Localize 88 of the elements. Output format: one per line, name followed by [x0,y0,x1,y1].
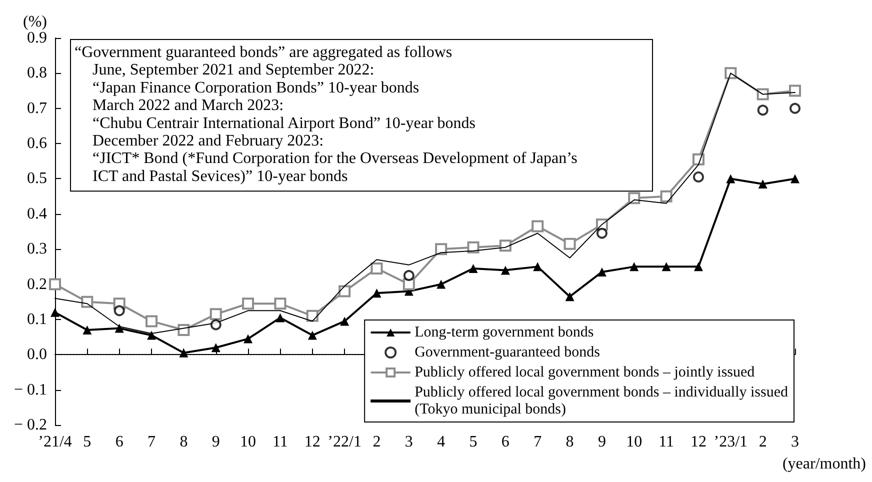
point [532,220,544,232]
x-tick-label: ’22/1 [328,434,362,450]
x-axis-title: (year/month) [782,456,866,472]
point [630,262,639,272]
x-tick-label: 5 [83,434,92,450]
annotation: “Government guaranteed bonds” are aggregated as follows June, September 2021 and September 2022: “Japan Finance Corporation Bonds” 10-year bonds March 2022 and March 2023: “Chubu Centrair International Airport Bond” 10-year bonds December 2022 and February 2023: “JICT* Bond (*Fund Corporation for the Overseas Development of Japan’s ICT and Pastal Sevices)” 10-year bonds [74,44,578,185]
x-tick-label: 10 [626,434,642,450]
point [758,180,768,189]
x-tick-label: 6 [115,434,124,450]
y-tick-label: 0.1 [27,310,47,328]
y-tick-label: 0.2 [27,276,47,293]
point [210,308,222,320]
x-tick-label: 12 [304,434,320,450]
point [500,266,510,275]
point [147,330,156,340]
point [726,174,736,184]
point [628,192,640,204]
x-tick-label: 8 [566,434,574,450]
point [435,243,448,256]
x-tick-label: 11 [658,434,674,450]
point [468,264,478,273]
x-tick-label: 4 [437,434,446,450]
x-tick-label: 7 [534,434,542,450]
point [660,190,672,202]
point [114,305,125,316]
x-tick-label: ’23/1 [714,434,748,450]
point [242,298,254,310]
x-tick-label: 7 [148,434,156,450]
x-tick-label: 10 [240,434,256,450]
x-tick-label: 9 [212,434,220,450]
y-axis-title: (%) [23,14,47,30]
point [372,288,382,298]
point [308,330,317,340]
y-tick-label: 0.5 [27,170,47,188]
point [402,278,415,290]
point [596,228,608,239]
point [403,270,414,281]
x-tick-label: 2 [372,434,381,450]
legend-label: Government-guaranteed bonds [414,344,600,360]
point [662,262,671,272]
y-tick-label: 0.7 [27,100,47,117]
legend-label: Publicly offered local government bonds – individually issued (Tokyo municipal bonds) [414,384,788,418]
point [789,84,801,97]
x-tick-label: 8 [180,434,188,450]
point [692,171,704,182]
point [274,298,286,310]
x-tick-label: ’21/4 [38,434,72,450]
point [114,324,124,333]
point [694,262,703,272]
point [211,343,220,352]
x-tick-label: 6 [501,434,510,450]
point [82,326,92,335]
point [597,267,606,276]
y-tick-label: − 0.2 [14,416,47,434]
point [467,241,480,254]
y-tick-label: 0.3 [27,240,47,258]
x-tick-label: 3 [404,434,413,450]
y-tick-label: 0.8 [27,64,47,82]
y-tick-label: − 0.1 [14,381,47,398]
point [276,313,285,322]
x-tick-label: 9 [598,434,606,450]
point [210,319,222,330]
y-tick-label: 0.4 [27,205,47,222]
legend-label: Publicly offered local government bonds – jointly issued [414,364,756,380]
point [565,292,574,302]
point [370,262,383,274]
y-tick-label: 0.6 [27,135,47,152]
x-tick-label: 11 [272,434,288,450]
point [533,262,542,272]
point [146,315,158,328]
point [49,278,61,290]
y-tick-label: 0.9 [27,30,47,46]
point [790,174,800,184]
x-tick-label: 3 [791,434,799,450]
y-tick-label: 0.0 [27,346,47,364]
point [790,102,800,114]
point [564,238,576,250]
point [340,316,350,326]
x-tick-label: 12 [690,434,706,450]
x-tick-label: 5 [469,434,478,450]
point [338,285,351,298]
point [50,308,60,317]
legend-label: Long-term government bonds [414,324,594,340]
point [436,280,446,289]
point [179,348,188,358]
x-tick-label: 2 [758,434,767,450]
point [244,334,253,344]
point [757,104,768,116]
